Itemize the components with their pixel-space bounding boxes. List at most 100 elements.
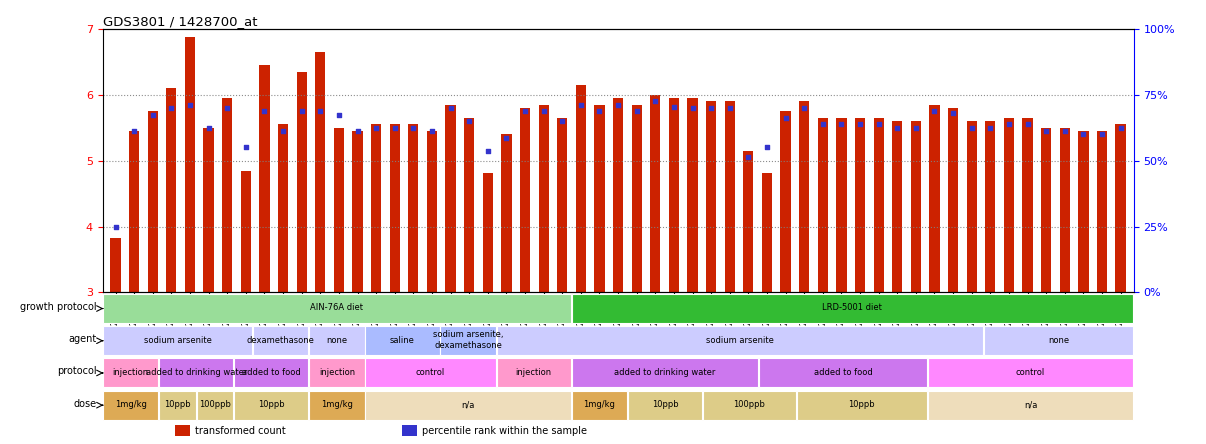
Bar [482, 173, 493, 293]
Point [1036, 127, 1055, 135]
Bar [1003, 118, 1014, 293]
FancyBboxPatch shape [796, 391, 927, 420]
Bar [687, 98, 697, 293]
Bar [334, 128, 344, 293]
Text: 100ppb: 100ppb [733, 400, 766, 409]
Text: 10ppb: 10ppb [164, 400, 191, 409]
Point [645, 98, 665, 105]
Point [347, 127, 367, 135]
Bar [204, 128, 213, 293]
Text: protocol: protocol [57, 366, 96, 377]
Text: control: control [416, 368, 445, 377]
FancyBboxPatch shape [253, 326, 309, 355]
Bar [1060, 128, 1070, 293]
Point [813, 121, 832, 128]
Point [1073, 131, 1093, 138]
Text: none: none [1048, 336, 1070, 345]
Point [572, 101, 591, 108]
Bar [147, 111, 158, 293]
FancyBboxPatch shape [103, 326, 252, 355]
Text: added to food: added to food [242, 368, 300, 377]
Point [162, 104, 181, 111]
Text: dexamethasone: dexamethasone [247, 336, 315, 345]
Bar [1097, 131, 1107, 293]
Text: added to drinking water: added to drinking water [146, 368, 247, 377]
Bar [1116, 124, 1125, 293]
FancyBboxPatch shape [309, 391, 364, 420]
Point [552, 118, 572, 125]
Point [236, 144, 256, 151]
Text: injection: injection [112, 368, 148, 377]
FancyBboxPatch shape [197, 391, 234, 420]
Text: control: control [1015, 368, 1046, 377]
Text: injection: injection [516, 368, 552, 377]
Point [441, 104, 461, 111]
Point [422, 127, 441, 135]
Point [980, 124, 1000, 131]
Point [534, 108, 554, 115]
Bar [948, 108, 959, 293]
Bar [1023, 118, 1032, 293]
Point [106, 223, 125, 230]
Bar [892, 121, 902, 293]
FancyBboxPatch shape [234, 358, 309, 388]
Point [217, 104, 236, 111]
Bar [930, 105, 939, 293]
Point [739, 154, 759, 161]
FancyBboxPatch shape [103, 391, 158, 420]
Text: agent: agent [69, 334, 96, 344]
Text: AIN-76A diet: AIN-76A diet [310, 303, 363, 313]
Point [925, 108, 944, 115]
Point [199, 124, 218, 131]
Text: n/a: n/a [1024, 400, 1037, 409]
Point [870, 121, 889, 128]
Point [515, 108, 534, 115]
Text: transformed count: transformed count [195, 425, 286, 436]
Bar [408, 124, 418, 293]
Text: 100ppb: 100ppb [199, 400, 230, 409]
Bar [185, 37, 195, 293]
Point [795, 104, 814, 111]
Text: GDS3801 / 1428700_at: GDS3801 / 1428700_at [103, 15, 257, 28]
Bar [669, 98, 679, 293]
Bar [259, 65, 270, 293]
Point [329, 111, 349, 118]
Bar [241, 170, 251, 293]
FancyBboxPatch shape [497, 358, 570, 388]
Bar [502, 134, 511, 293]
Bar [762, 173, 772, 293]
Point [181, 101, 200, 108]
FancyBboxPatch shape [159, 358, 234, 388]
FancyBboxPatch shape [572, 391, 627, 420]
Point [775, 114, 795, 121]
FancyBboxPatch shape [159, 391, 195, 420]
Text: n/a: n/a [462, 400, 475, 409]
Point [962, 124, 982, 131]
Point [665, 103, 684, 110]
FancyBboxPatch shape [497, 326, 983, 355]
Bar [1041, 128, 1052, 293]
Bar [315, 52, 326, 293]
Point [404, 124, 423, 131]
FancyBboxPatch shape [572, 358, 759, 388]
FancyBboxPatch shape [309, 326, 364, 355]
Bar [111, 238, 121, 293]
Bar [175, 425, 191, 436]
Text: growth protocol: growth protocol [21, 302, 96, 312]
Bar [743, 151, 754, 293]
Text: added to drinking water: added to drinking water [614, 368, 715, 377]
Bar [427, 131, 437, 293]
Point [608, 101, 627, 108]
Bar [613, 98, 624, 293]
Bar [818, 118, 829, 293]
Point [254, 108, 274, 115]
Bar [911, 121, 921, 293]
Bar [706, 101, 716, 293]
Bar [632, 105, 642, 293]
Text: 1mg/kg: 1mg/kg [584, 400, 615, 409]
FancyBboxPatch shape [572, 294, 1134, 323]
Bar [855, 118, 865, 293]
Point [850, 121, 870, 128]
Bar [166, 88, 176, 293]
Bar [402, 425, 417, 436]
